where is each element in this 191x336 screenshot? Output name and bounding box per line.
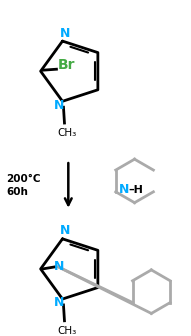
Text: N: N xyxy=(54,99,65,112)
Text: N: N xyxy=(60,27,71,40)
Text: 200°C
60h: 200°C 60h xyxy=(6,174,40,198)
Text: N: N xyxy=(54,296,65,309)
Text: –H: –H xyxy=(129,185,143,195)
Text: CH₃: CH₃ xyxy=(58,128,77,138)
Text: Br: Br xyxy=(57,58,75,72)
Text: CH₃: CH₃ xyxy=(58,326,77,336)
Text: N: N xyxy=(60,224,71,238)
Text: N: N xyxy=(54,260,65,274)
Text: N: N xyxy=(119,183,129,196)
